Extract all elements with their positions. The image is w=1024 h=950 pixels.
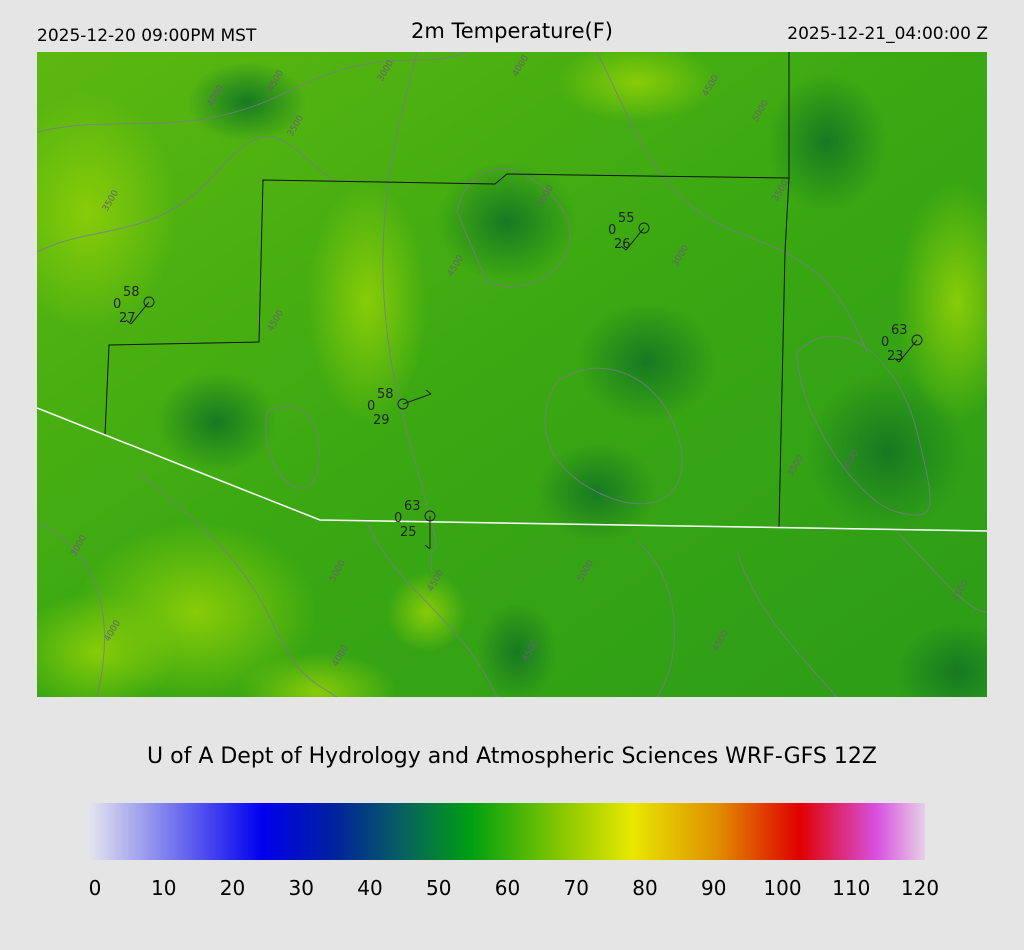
colorbar-tick-label: 120 (900, 876, 940, 900)
wind-barb (402, 393, 432, 405)
colorbar-tick-label: 50 (426, 876, 452, 900)
wind-barb-flag (424, 544, 431, 550)
station-circle (638, 222, 650, 234)
temperature-shading (237, 652, 397, 697)
elevation-contour (896, 531, 987, 613)
station-temp: 58 (123, 285, 140, 300)
station-wind: 0 (394, 511, 402, 526)
station-dewpoint: 27 (119, 311, 136, 326)
colorbar-tick-label: 0 (88, 876, 102, 900)
temperature-shading (477, 602, 557, 697)
temperature-shading (807, 372, 967, 532)
elevation-contour (544, 367, 683, 505)
colorbar-tick-label: 70 (563, 876, 589, 900)
temperature-shading (577, 302, 717, 422)
station-temp: 63 (404, 499, 421, 514)
station-circle (911, 334, 923, 346)
station-wind: 0 (367, 399, 375, 414)
temperature-map: 4000450035003000350040004500500050004500… (37, 52, 987, 697)
wind-barb (625, 227, 645, 251)
colorbar-tick-label: 90 (701, 876, 727, 900)
temperature-shading (187, 62, 307, 142)
colorbar-tick-label: 60 (494, 876, 521, 900)
elevation-contour (37, 52, 468, 133)
local-time: 2025-12-20 09:00PM MST (37, 26, 257, 46)
colorbar-tick-label: 40 (357, 876, 383, 900)
temperature-shading (157, 372, 277, 472)
elevation-contour (596, 52, 868, 353)
station-wind: 0 (113, 297, 121, 312)
temperature-shading (387, 572, 467, 652)
elevation-contour (636, 541, 675, 697)
station-wind: 0 (881, 335, 889, 350)
colorbar-tick-label: 30 (288, 876, 314, 900)
station-dewpoint: 23 (887, 349, 904, 364)
elevation-contour (382, 52, 437, 573)
elevation-contour (136, 471, 338, 697)
credit-text: U of A Dept of Hydrology and Atmospheric… (147, 744, 877, 769)
temperature-shading (557, 52, 717, 122)
wind-barb-flag (620, 245, 627, 251)
temperature-shading (897, 182, 987, 422)
station-dewpoint: 25 (400, 525, 417, 540)
colorbar-tick-label: 10 (151, 876, 177, 900)
utc-time: 2025-12-21_04:00:00 Z (787, 24, 988, 44)
station-wind: 0 (608, 223, 616, 238)
wind-barb (898, 339, 918, 363)
elevation-contour (37, 136, 338, 253)
temperature-shading (37, 92, 177, 332)
wind-barb-flag (893, 357, 900, 363)
station-circle (143, 296, 155, 308)
elevation-contour (265, 406, 321, 489)
county-borders (104, 52, 790, 528)
station-temp: 58 (377, 387, 394, 402)
elevation-contour (37, 521, 105, 697)
wind-barb-flag (425, 389, 432, 395)
temperature-shading (37, 592, 177, 697)
station-temp: 63 (891, 323, 908, 338)
elevation-contour (736, 551, 838, 697)
station-circle (397, 398, 409, 410)
colorbar (88, 803, 925, 860)
wind-barb (130, 301, 150, 325)
elevation-contour (456, 168, 571, 287)
map-title: 2m Temperature(F) (411, 19, 613, 43)
station-dewpoint: 26 (614, 237, 631, 252)
wind-barb-flag (125, 319, 132, 325)
temperature-shading (307, 182, 427, 422)
colorbar-tick-label: 80 (632, 876, 658, 900)
state-border (37, 407, 987, 532)
station-temp: 55 (618, 211, 635, 226)
station-dewpoint: 29 (373, 413, 390, 428)
temperature-shading (897, 622, 987, 697)
colorbar-tick-label: 110 (832, 876, 871, 900)
temperature-shading (767, 72, 887, 212)
elevation-contour (366, 521, 498, 697)
temperature-shading (437, 162, 577, 282)
elevation-contour (796, 335, 931, 516)
colorbar-tick-label: 100 (763, 876, 802, 900)
colorbar-tick-label: 20 (219, 876, 246, 900)
